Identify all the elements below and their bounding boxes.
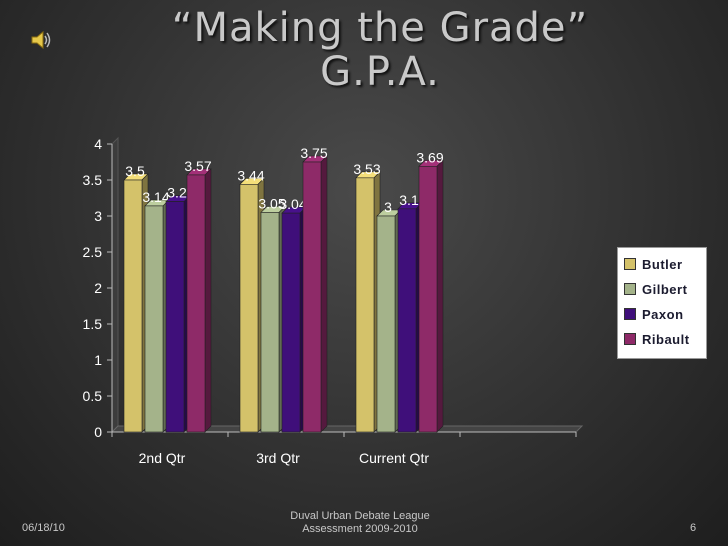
y-tick-label: 4 bbox=[94, 136, 102, 152]
slide-page-number: 6 bbox=[690, 522, 697, 534]
bar bbox=[355, 177, 375, 433]
plot-side-wall bbox=[111, 136, 119, 434]
speaker-icon[interactable] bbox=[30, 30, 52, 50]
bar bbox=[260, 212, 280, 433]
bar bbox=[165, 201, 185, 433]
bar bbox=[123, 179, 143, 433]
data-label: 3.75 bbox=[300, 145, 327, 161]
legend-label: Butler bbox=[642, 256, 683, 272]
legend-item: Ribault bbox=[624, 329, 690, 349]
data-label: 3.44 bbox=[237, 167, 264, 183]
bar bbox=[281, 212, 301, 433]
y-tick-label: 1 bbox=[94, 352, 102, 368]
bar bbox=[418, 166, 438, 433]
data-label: 3.14 bbox=[142, 189, 169, 205]
data-label: 3.5 bbox=[125, 163, 145, 179]
legend-swatch bbox=[624, 258, 636, 270]
data-label: 3 bbox=[384, 199, 392, 215]
y-tick-label: 3.5 bbox=[83, 172, 103, 188]
data-label: 3.2 bbox=[167, 185, 187, 201]
legend-label: Gilbert bbox=[642, 281, 688, 297]
x-tick-label: 2nd Qtr bbox=[139, 450, 186, 466]
legend-item: Gilbert bbox=[624, 279, 687, 299]
title-line-2: G.P.A. bbox=[320, 49, 440, 95]
legend-item: Butler bbox=[624, 254, 683, 274]
data-label: 3.69 bbox=[416, 149, 443, 165]
title-line-1: “Making the Grade” bbox=[171, 5, 589, 51]
data-label: 3.57 bbox=[184, 158, 211, 174]
y-tick-label: 0.5 bbox=[83, 388, 103, 404]
y-tick-label: 2 bbox=[94, 280, 102, 296]
footer-line-2: Assessment 2009-2010 bbox=[302, 523, 418, 535]
x-tick-label: Current Qtr bbox=[359, 450, 429, 466]
bar bbox=[302, 161, 322, 433]
bar bbox=[239, 184, 259, 433]
footer-line-1: Duval Urban Debate League bbox=[290, 510, 430, 522]
data-label: 3.05 bbox=[258, 195, 285, 211]
data-label: 3.04 bbox=[279, 196, 306, 212]
bar bbox=[186, 174, 206, 433]
bar-side bbox=[320, 155, 328, 433]
bar bbox=[397, 208, 417, 433]
legend-swatch bbox=[624, 308, 636, 320]
legend-swatch bbox=[624, 333, 636, 345]
bar-side bbox=[204, 168, 212, 433]
slide-footer: Duval Urban Debate League Assessment 200… bbox=[260, 510, 460, 536]
legend-label: Paxon bbox=[642, 306, 684, 322]
y-tick-label: 3 bbox=[94, 208, 102, 224]
y-tick-label: 2.5 bbox=[83, 244, 103, 260]
slide-title: “Making the Grade” G.P.A. bbox=[100, 6, 660, 94]
y-tick-label: 0 bbox=[94, 424, 102, 440]
chart-legend: Butler Gilbert Paxon Ribault bbox=[617, 247, 707, 359]
legend-label: Ribault bbox=[642, 331, 690, 347]
data-label: 3.53 bbox=[353, 161, 380, 177]
y-tick-label: 1.5 bbox=[83, 316, 103, 332]
x-tick-label: 3rd Qtr bbox=[256, 450, 300, 466]
slide-date: 06/18/10 bbox=[22, 522, 65, 534]
legend-item: Paxon bbox=[624, 304, 684, 324]
data-label: 3.1 bbox=[399, 192, 419, 208]
bar-side bbox=[436, 159, 444, 433]
bar bbox=[376, 215, 396, 433]
legend-swatch bbox=[624, 283, 636, 295]
bar bbox=[144, 205, 164, 433]
